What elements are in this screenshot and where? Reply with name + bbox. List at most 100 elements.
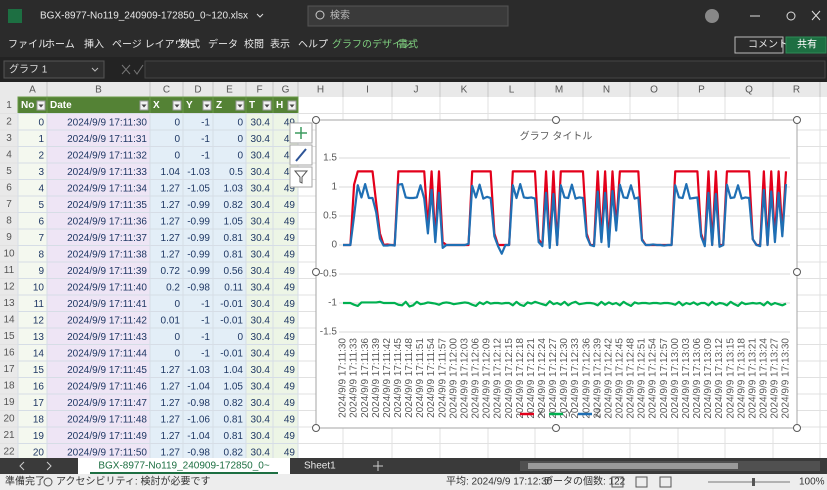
column-header[interactable]: R bbox=[793, 85, 800, 96]
row-header[interactable]: 18 bbox=[3, 380, 15, 391]
cell-text[interactable]: 13 bbox=[33, 332, 45, 343]
cell-text[interactable]: -0.99 bbox=[187, 266, 210, 277]
cell-text[interactable]: 2024/9/9 17:11:40 bbox=[67, 282, 147, 293]
cell-text[interactable]: 2024/9/9 17:11:30 bbox=[67, 117, 147, 128]
cell-text[interactable]: 3 bbox=[38, 167, 44, 178]
ribbon-tab[interactable]: グラフのデザイン bbox=[332, 38, 412, 51]
cell-text[interactable]: 1.04 bbox=[161, 167, 181, 178]
cell-text[interactable]: 9 bbox=[38, 266, 44, 277]
cell-text[interactable]: 0 bbox=[174, 150, 180, 161]
cell-text[interactable]: 49 bbox=[284, 348, 296, 359]
file-name[interactable]: BGX-8977-No119_240909-172850_0~120.xlsx bbox=[40, 11, 248, 22]
cell-text[interactable]: 1.03 bbox=[224, 183, 244, 194]
cell-text[interactable]: 2024/9/9 17:11:44 bbox=[67, 348, 147, 359]
cell-text[interactable]: 0 bbox=[237, 332, 243, 343]
cell-text[interactable]: 2024/9/9 17:11:32 bbox=[67, 150, 147, 161]
cell-text[interactable]: 0.81 bbox=[224, 431, 244, 442]
cell-text[interactable]: 17 bbox=[33, 398, 45, 409]
cell-text[interactable]: 30.4 bbox=[251, 233, 271, 244]
cell-text[interactable]: -0.01 bbox=[220, 315, 243, 326]
row-header[interactable]: 14 bbox=[3, 314, 15, 325]
ribbon-tab[interactable]: 数式 bbox=[180, 38, 200, 51]
selection-handle[interactable] bbox=[552, 116, 560, 124]
cell-text[interactable]: 0.82 bbox=[224, 398, 244, 409]
cell-text[interactable]: 30.4 bbox=[251, 216, 271, 227]
cell-text[interactable]: 30.4 bbox=[251, 183, 271, 194]
cell-text[interactable]: 16 bbox=[33, 381, 45, 392]
cell-text[interactable]: 7 bbox=[38, 233, 44, 244]
header-cell-text[interactable]: Z bbox=[216, 100, 222, 111]
cell-text[interactable]: 0.81 bbox=[224, 233, 244, 244]
selection-handle[interactable] bbox=[312, 424, 320, 432]
cell-text[interactable]: 1.27 bbox=[161, 365, 181, 376]
row-header[interactable]: 10 bbox=[3, 248, 15, 259]
cell-text[interactable]: 30.4 bbox=[251, 200, 271, 211]
cell-text[interactable]: 2024/9/9 17:11:35 bbox=[67, 200, 147, 211]
column-header[interactable]: I bbox=[366, 85, 369, 96]
cell-text[interactable]: 0.81 bbox=[224, 414, 244, 425]
cell-text[interactable]: 2024/9/9 17:11:33 bbox=[67, 167, 147, 178]
ribbon-tab[interactable]: ヘルプ bbox=[298, 39, 328, 51]
active-sheet-name[interactable]: BGX-8977-No119_240909-172850_0~ bbox=[98, 461, 270, 472]
selection-handle[interactable] bbox=[312, 268, 320, 276]
selection-handle[interactable] bbox=[312, 116, 320, 124]
cell-text[interactable]: 0.11 bbox=[224, 282, 243, 293]
ribbon-tab[interactable]: ファイル bbox=[8, 40, 48, 51]
cell-text[interactable]: -0.99 bbox=[187, 200, 210, 211]
scroll-right[interactable] bbox=[46, 461, 52, 471]
search-box[interactable] bbox=[307, 5, 509, 27]
selection-handle[interactable] bbox=[793, 116, 801, 124]
cell-text[interactable]: 0.72 bbox=[161, 266, 181, 277]
header-cell-text[interactable]: H bbox=[276, 100, 283, 111]
cell-text[interactable]: 2024/9/9 17:11:50 bbox=[67, 447, 147, 458]
ribbon-tab[interactable]: ホーム bbox=[45, 39, 75, 51]
column-header[interactable]: D bbox=[194, 85, 201, 96]
cell-text[interactable]: 49 bbox=[284, 183, 296, 194]
cell-text[interactable]: 2024/9/9 17:11:41 bbox=[67, 299, 147, 310]
row-header[interactable]: 19 bbox=[3, 397, 15, 408]
view-button[interactable] bbox=[611, 476, 624, 488]
cell-text[interactable]: -0.99 bbox=[187, 233, 210, 244]
cell-text[interactable]: 49 bbox=[284, 249, 296, 260]
cell-text[interactable]: 1.27 bbox=[161, 233, 181, 244]
cell-text[interactable]: 0 bbox=[174, 348, 180, 359]
column-header[interactable]: E bbox=[226, 85, 233, 96]
column-header[interactable]: J bbox=[414, 85, 419, 96]
column-header[interactable]: A bbox=[29, 85, 36, 96]
cell-text[interactable]: 2 bbox=[38, 150, 44, 161]
row-header[interactable]: 20 bbox=[3, 413, 15, 424]
cell-text[interactable]: 49 bbox=[284, 381, 296, 392]
cell-text[interactable]: 1.27 bbox=[161, 200, 181, 211]
cell-text[interactable]: -1 bbox=[201, 348, 210, 359]
cell-text[interactable]: 0 bbox=[237, 150, 243, 161]
column-header[interactable]: F bbox=[256, 85, 262, 96]
header-cell-text[interactable]: X bbox=[153, 100, 160, 111]
cell-text[interactable]: 12 bbox=[33, 315, 45, 326]
cell-text[interactable]: -1 bbox=[201, 299, 210, 310]
cell-text[interactable]: 6 bbox=[38, 216, 44, 227]
column-header[interactable]: L bbox=[509, 85, 515, 96]
scroll-left[interactable] bbox=[19, 461, 25, 471]
cell-text[interactable]: 1.04 bbox=[224, 365, 244, 376]
cell-text[interactable]: 1 bbox=[38, 134, 44, 145]
cell-text[interactable]: 5 bbox=[38, 200, 44, 211]
row-header[interactable]: 5 bbox=[6, 166, 12, 177]
view-button[interactable] bbox=[635, 476, 648, 488]
row-header[interactable]: 4 bbox=[6, 149, 12, 160]
cell-text[interactable]: 30.4 bbox=[251, 381, 271, 392]
row-header[interactable]: 15 bbox=[3, 331, 15, 342]
cell-text[interactable]: 0 bbox=[237, 117, 243, 128]
cell-text[interactable]: 2024/9/9 17:11:42 bbox=[67, 315, 147, 326]
cell-text[interactable]: -0.98 bbox=[187, 282, 210, 293]
comment-label[interactable]: コメント bbox=[748, 40, 788, 51]
row-header[interactable]: 1 bbox=[6, 100, 12, 111]
cell-text[interactable]: 49 bbox=[284, 200, 296, 211]
legend-label[interactable]: Y bbox=[566, 409, 573, 420]
view-button[interactable] bbox=[659, 476, 672, 488]
account-icon[interactable] bbox=[705, 9, 719, 23]
scroll-thumb[interactable] bbox=[528, 463, 738, 469]
cell-text[interactable]: 30.4 bbox=[251, 249, 271, 260]
chart-title[interactable]: グラフ タイトル bbox=[520, 130, 593, 143]
column-header[interactable]: P bbox=[698, 85, 705, 96]
row-header[interactable]: 16 bbox=[3, 347, 15, 358]
